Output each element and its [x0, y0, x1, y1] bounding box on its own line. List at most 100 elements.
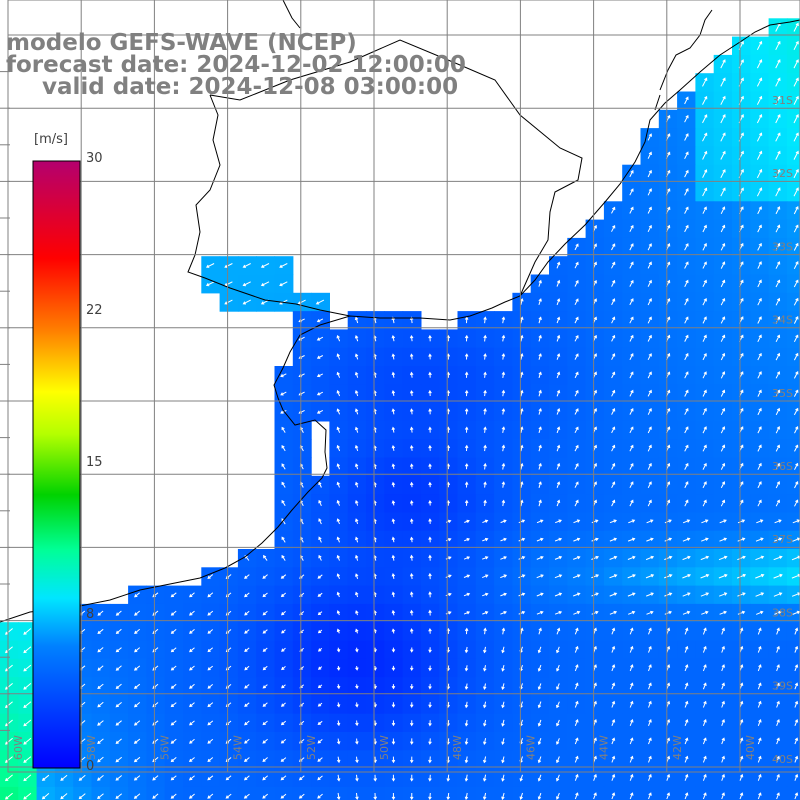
wind-arrow — [702, 682, 707, 690]
wind-arrow — [775, 59, 781, 69]
wind-arrow — [501, 774, 505, 782]
wind-arrow — [207, 757, 214, 762]
wind-arrow — [482, 792, 487, 800]
wind-arrow — [720, 224, 726, 233]
wind-arrow — [702, 462, 707, 470]
wind-arrow — [317, 702, 323, 707]
wind-arrow — [336, 408, 341, 415]
wind-arrow — [317, 574, 323, 579]
wind-arrow — [280, 793, 287, 799]
wind-arrow — [189, 683, 195, 689]
field-cell — [347, 786, 367, 800]
wind-arrow — [700, 574, 710, 579]
wind-arrow — [647, 279, 652, 287]
wind-arrow — [336, 389, 341, 397]
wind-arrow — [647, 499, 652, 507]
wind-arrow — [536, 610, 544, 615]
wind-arrow — [757, 719, 762, 726]
wind-arrow — [775, 407, 781, 416]
wind-arrow — [336, 518, 341, 525]
wind-arrow — [501, 701, 505, 709]
wind-arrow — [482, 611, 489, 615]
wind-arrow — [355, 518, 359, 525]
wind-arrow — [684, 188, 689, 196]
wind-arrow — [702, 316, 707, 324]
wind-arrow — [23, 756, 32, 763]
wind-arrow — [684, 755, 689, 763]
wind-arrow — [501, 499, 506, 507]
wind-arrow — [115, 628, 122, 635]
wind-arrow — [757, 371, 762, 379]
wind-arrow — [574, 773, 579, 781]
field-cell — [786, 384, 800, 404]
wind-arrow — [518, 537, 526, 542]
wind-arrow — [409, 500, 414, 506]
wind-arrow — [336, 684, 341, 690]
wind-arrow — [205, 281, 215, 287]
wind-arrow — [718, 573, 728, 579]
wind-arrow — [609, 519, 618, 524]
wind-arrow — [721, 645, 725, 653]
wind-arrow — [428, 371, 432, 378]
wind-arrow — [189, 720, 195, 726]
wind-arrow — [189, 738, 195, 744]
wind-arrow — [354, 389, 359, 397]
wind-arrow — [719, 610, 728, 615]
field-cell — [91, 786, 111, 800]
wind-arrow — [629, 408, 634, 415]
wind-arrow — [538, 298, 542, 306]
wind-arrow — [721, 755, 725, 763]
wind-arrow — [409, 426, 414, 433]
wind-arrow — [4, 646, 13, 654]
wind-arrow — [298, 793, 305, 799]
wind-arrow — [611, 353, 616, 360]
wind-arrow — [336, 774, 341, 782]
wind-arrow — [757, 297, 762, 306]
wind-arrow — [483, 627, 487, 635]
wind-arrow — [464, 316, 469, 324]
wind-arrow — [629, 627, 634, 635]
wind-arrow — [336, 426, 341, 433]
wind-arrow — [611, 224, 616, 232]
wind-arrow — [757, 645, 762, 653]
wind-arrow — [629, 188, 634, 196]
wind-arrow — [775, 95, 781, 105]
wind-arrow — [773, 555, 783, 561]
wind-arrow — [702, 645, 707, 653]
wind-arrow — [520, 481, 524, 488]
wind-arrow — [317, 739, 323, 744]
wind-arrow — [336, 792, 341, 800]
wind-arrow — [574, 719, 579, 726]
wind-arrow — [793, 187, 799, 197]
wind-arrow — [391, 738, 396, 745]
wind-arrow — [409, 554, 414, 561]
colorbar-tick-8: 8 — [86, 607, 95, 622]
wind-arrow — [794, 682, 799, 690]
wind-arrow — [701, 537, 709, 542]
field-cell — [786, 311, 800, 330]
wind-arrow — [391, 371, 396, 378]
colorbar — [32, 160, 81, 769]
wind-arrow — [115, 647, 122, 653]
wind-arrow — [280, 373, 287, 378]
wind-arrow — [428, 334, 432, 342]
wind-arrow — [260, 263, 270, 268]
wind-arrow — [739, 792, 744, 800]
wind-arrow — [757, 481, 762, 489]
wind-arrow — [648, 664, 652, 672]
wind-arrow — [355, 536, 359, 543]
wind-arrow — [409, 647, 414, 653]
wind-arrow — [133, 720, 141, 726]
wind-arrow — [774, 519, 782, 524]
wind-arrow — [574, 279, 579, 287]
wind-arrow — [793, 206, 799, 215]
wind-arrow — [775, 426, 780, 434]
wind-arrow — [318, 481, 322, 488]
wind-arrow — [666, 792, 671, 800]
wind-arrow — [428, 536, 432, 543]
colorbar-tick-22: 22 — [86, 303, 103, 318]
wind-arrow — [336, 702, 341, 708]
colorbar-gradient — [32, 160, 81, 769]
wind-arrow — [336, 481, 341, 488]
wind-arrow — [611, 755, 616, 763]
